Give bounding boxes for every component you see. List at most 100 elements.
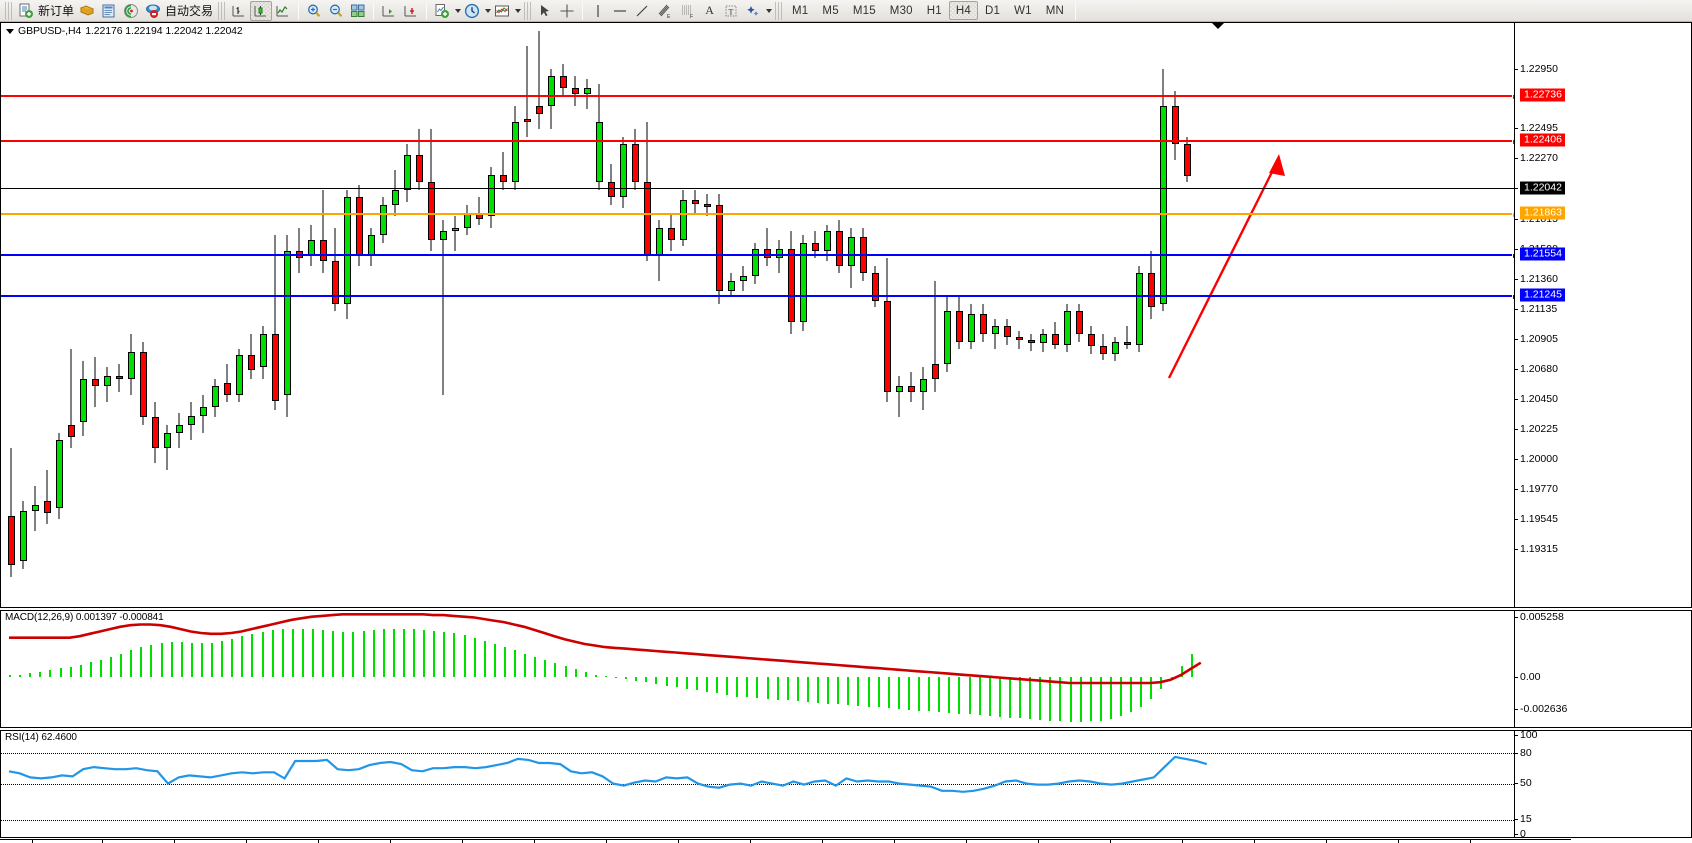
price-level-line-current-price[interactable]	[1, 188, 1514, 189]
line-chart-icon[interactable]	[272, 1, 294, 21]
price-axis-tick-label: 1.21360	[1520, 273, 1558, 285]
time-axis-tick	[32, 840, 33, 843]
fibonacci-icon[interactable]: F	[676, 1, 699, 21]
toolbar-grip-2[interactable]	[218, 1, 226, 20]
signal-icon[interactable]	[120, 1, 142, 21]
macd-plot-area[interactable]	[1, 611, 1514, 727]
autotrading-icon[interactable]	[142, 1, 164, 21]
terminal-icon[interactable]	[98, 1, 120, 21]
rsi-axis[interactable]: 100 80 50 15 0	[1514, 731, 1634, 837]
timeframe-h1[interactable]: H1	[926, 4, 942, 17]
add-indicator-icon[interactable]	[431, 1, 453, 21]
price-tag-current-price[interactable]: 1.22042	[1520, 181, 1565, 195]
candle	[763, 23, 771, 607]
macd-histogram-bar	[766, 677, 769, 699]
rsi-panel[interactable]: RSI(14) 62.4600 100 80 50 15 0	[0, 730, 1692, 838]
svg-text:T: T	[729, 7, 734, 16]
candle-body	[187, 415, 195, 425]
timeframe-m15[interactable]: M15	[852, 4, 876, 17]
candle-body	[451, 227, 459, 231]
macd-histogram-bar	[190, 642, 193, 677]
candle-body	[1039, 333, 1047, 344]
objects-caret-icon[interactable]	[766, 8, 773, 13]
timeframe-m1[interactable]: M1	[792, 4, 809, 17]
toolbar-separator-4	[582, 1, 584, 20]
candle-body	[391, 189, 399, 205]
text-icon[interactable]: A	[705, 3, 714, 17]
timeframe-m5[interactable]: M5	[822, 4, 839, 17]
new-order-label[interactable]: 新订单	[38, 4, 75, 18]
time-axis-tick	[822, 840, 823, 843]
chart-shift-marker[interactable]	[1212, 23, 1224, 29]
candle	[55, 23, 63, 607]
candle-body	[439, 230, 447, 240]
macd-histogram-bar	[271, 630, 274, 677]
rsi-plot-area[interactable]	[1, 731, 1514, 837]
label-icon[interactable]: T	[720, 1, 742, 21]
price-panel[interactable]: GBPUSD-,H4 1.22176 1.22194 1.22042 1.220…	[0, 22, 1692, 608]
macd-axis-tick-label: 0.005258	[1520, 611, 1564, 623]
price-tag-support-2[interactable]: 1.21245	[1520, 288, 1565, 302]
price-tag-pivot[interactable]: 1.21863	[1520, 206, 1565, 220]
new-order-icon[interactable]	[15, 1, 37, 21]
price-axis[interactable]: 1.229501.224951.222701.220421.218151.215…	[1514, 23, 1634, 607]
equidistant-channel-icon[interactable]: E	[653, 1, 676, 21]
templates-caret-icon[interactable]	[515, 8, 522, 13]
chart-shift-icon[interactable]	[378, 1, 400, 21]
price-level-line-resistance-2[interactable]	[1, 139, 1518, 145]
price-tag-support-1[interactable]: 1.21554	[1520, 247, 1565, 261]
add-indicator-caret-icon[interactable]	[455, 8, 462, 13]
price-level-line-support-2[interactable]	[1, 294, 1518, 300]
timeframe-w1[interactable]: W1	[1014, 4, 1032, 17]
macd-histogram-bar	[211, 642, 213, 677]
templates-icon[interactable]	[491, 1, 513, 21]
price-tag-resistance-1[interactable]: 1.22736	[1520, 88, 1565, 102]
candle-body	[511, 121, 519, 183]
bar-chart-icon[interactable]	[228, 1, 250, 21]
timeframe-h4[interactable]: H4	[948, 1, 978, 20]
macd-axis-tick	[1514, 709, 1518, 710]
macd-histogram-bar	[726, 677, 729, 695]
time-axis[interactable]: 22 Jul 202225 Jul 04:0025 Jul 20:0026 Ju…	[0, 839, 1571, 843]
toolbar-grip-4[interactable]	[775, 1, 783, 20]
macd-axis[interactable]: 0.005258 0.00 -0.002636	[1514, 611, 1634, 727]
timeframe-d1[interactable]: D1	[985, 4, 1001, 17]
tile-windows-icon[interactable]	[347, 1, 369, 21]
toolbar-grip[interactable]	[5, 1, 12, 20]
toolbar-grip-3[interactable]	[524, 1, 532, 20]
objects-icon[interactable]	[742, 1, 764, 21]
crosshair-icon[interactable]	[556, 1, 578, 21]
macd-histogram-bar	[534, 656, 537, 677]
timeframe-m30[interactable]: M30	[889, 4, 913, 17]
auto-scroll-icon[interactable]	[400, 1, 422, 21]
trendline-icon[interactable]	[631, 1, 653, 21]
price-tag-resistance-2[interactable]: 1.22406	[1520, 133, 1565, 147]
candlestick-icon[interactable]	[250, 0, 273, 21]
timeframe-mn[interactable]: MN	[1045, 4, 1065, 17]
hline-icon[interactable]	[609, 1, 631, 21]
candle-wick	[538, 30, 540, 130]
macd-histogram-bar	[938, 677, 941, 713]
macd-histogram-bar	[49, 669, 52, 677]
vline-icon[interactable]	[587, 1, 609, 21]
zoom-in-icon[interactable]	[303, 1, 325, 21]
period-icon[interactable]	[461, 1, 483, 21]
candle-body	[175, 424, 183, 433]
wallet-icon[interactable]	[76, 1, 98, 21]
zoom-out-icon[interactable]	[325, 1, 347, 21]
candle	[19, 23, 27, 607]
cursor-icon[interactable]	[534, 1, 556, 21]
candle-body	[739, 276, 747, 281]
macd-panel[interactable]: MACD(12,26,9) 0.001397 -0.000841 0.00525…	[0, 610, 1692, 728]
period-caret-icon[interactable]	[485, 8, 492, 13]
price-level-line-pivot[interactable]	[1, 212, 1518, 218]
macd-histogram-bar	[362, 630, 365, 677]
candle	[211, 23, 219, 607]
macd-axis-tick-label: 0.00	[1520, 671, 1541, 683]
chevron-down-icon[interactable]	[6, 28, 14, 34]
price-level-line-resistance-1[interactable]	[1, 94, 1518, 100]
macd-histogram-bar	[625, 677, 628, 680]
candle	[835, 23, 843, 607]
auto-trading-label[interactable]: 自动交易	[165, 4, 214, 18]
price-level-line-support-1[interactable]	[1, 253, 1518, 259]
